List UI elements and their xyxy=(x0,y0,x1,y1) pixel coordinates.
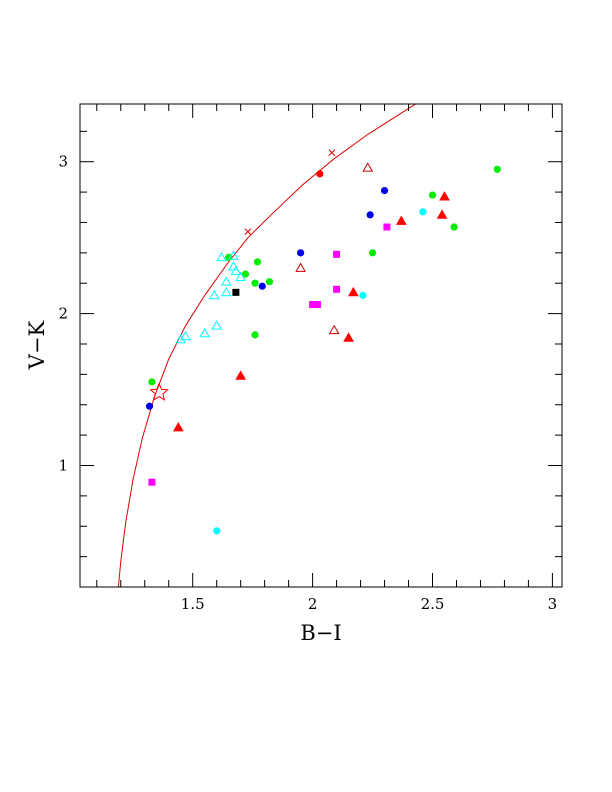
data-point xyxy=(258,282,266,290)
data-point xyxy=(309,300,317,308)
data-point xyxy=(228,250,239,260)
model-curve xyxy=(117,104,416,587)
data-point xyxy=(235,370,247,380)
data-point xyxy=(208,289,220,300)
plot-frame xyxy=(79,103,563,588)
data-point xyxy=(348,286,359,297)
data-point xyxy=(172,422,184,432)
data-point xyxy=(148,378,156,386)
y-axis-label: V−K xyxy=(25,320,49,370)
data-point xyxy=(175,333,187,344)
x-axis-label: B−I xyxy=(300,621,341,645)
data-point xyxy=(395,215,407,225)
star-marker xyxy=(149,382,169,401)
data-point xyxy=(180,330,191,341)
y-tick-label: 2 xyxy=(58,305,68,323)
x-tick-label: 3 xyxy=(548,595,558,613)
data-point xyxy=(253,258,262,266)
data-point xyxy=(333,250,341,258)
data-point xyxy=(328,324,340,335)
x-tick-label: 2 xyxy=(308,595,318,613)
data-point xyxy=(235,271,247,282)
data-point xyxy=(428,191,437,199)
curve-marker xyxy=(244,228,252,235)
data-point xyxy=(295,262,306,272)
data-point xyxy=(297,249,305,257)
curve-marker xyxy=(328,149,336,156)
data-point xyxy=(211,320,223,330)
data-point xyxy=(145,402,154,410)
data-point xyxy=(251,279,259,287)
data-point xyxy=(419,208,427,216)
data-point xyxy=(450,223,458,231)
data-point xyxy=(359,291,367,299)
data-point xyxy=(366,211,374,219)
data-point xyxy=(436,209,448,219)
data-point xyxy=(213,527,221,535)
data-point xyxy=(220,286,232,297)
x-tick-label: 2.5 xyxy=(421,595,445,613)
data-point xyxy=(199,327,211,338)
data-point xyxy=(316,170,324,178)
data-point xyxy=(313,300,321,308)
data-point xyxy=(343,332,354,342)
data-point xyxy=(230,265,242,275)
y-tick-label: 3 xyxy=(58,153,68,171)
x-tick-label: 1.5 xyxy=(181,595,205,613)
data-point xyxy=(362,162,374,172)
data-point xyxy=(148,478,156,486)
data-point xyxy=(265,278,274,286)
data-point xyxy=(368,249,377,257)
data-point xyxy=(251,331,259,339)
data-point xyxy=(241,270,250,278)
data-point xyxy=(232,288,240,296)
data-point xyxy=(383,223,391,231)
data-point xyxy=(439,191,450,201)
data-point xyxy=(493,165,501,173)
data-point xyxy=(220,276,232,286)
data-point xyxy=(380,186,389,195)
y-tick-label: 1 xyxy=(58,456,68,474)
data-point xyxy=(333,285,341,293)
data-point xyxy=(216,251,227,262)
